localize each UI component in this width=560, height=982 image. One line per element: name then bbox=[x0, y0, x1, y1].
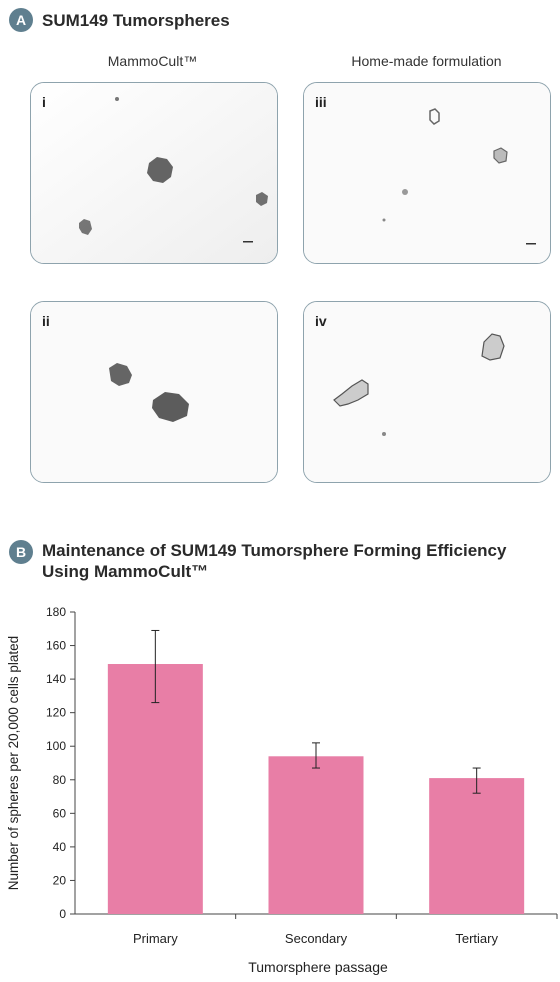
bar-chart: 0 20 40 60 80 100 120 140 160 180 Primary Secondary… bbox=[6, 605, 558, 975]
panel-label-iv: iv bbox=[315, 313, 327, 329]
section-b-title-line2: Using MammoCult™ bbox=[42, 562, 209, 581]
y-tick-label: 120 bbox=[46, 706, 66, 720]
y-tick-label: 0 bbox=[59, 907, 66, 921]
y-tick-label: 160 bbox=[46, 639, 66, 653]
micrograph-panel-iv: iv bbox=[303, 301, 551, 483]
y-tick-label: 80 bbox=[53, 773, 67, 787]
micrograph-panel-ii: ii bbox=[30, 301, 278, 483]
column-heading-mammocult: MammoCult™ bbox=[107, 53, 198, 69]
y-tick-label: 60 bbox=[53, 806, 67, 820]
section-b-badge: B bbox=[9, 540, 33, 564]
section-b-title-line1: Maintenance of SUM149 Tumorsphere Formin… bbox=[42, 541, 507, 560]
section-a-header: A SUM149 Tumorspheres bbox=[9, 8, 230, 32]
column-heading-home-made: Home-made formulation bbox=[351, 53, 502, 69]
y-tick-label: 180 bbox=[46, 605, 66, 619]
micrograph-panel-iii: iii bbox=[303, 82, 551, 264]
y-tick-label: 100 bbox=[46, 739, 66, 753]
bar-tertiary bbox=[429, 778, 525, 914]
micrograph-image-ii bbox=[31, 302, 277, 482]
y-axis-label: Number of spheres per 20,000 cells plate… bbox=[6, 636, 21, 890]
bar-primary bbox=[107, 664, 203, 914]
y-tick-label: 140 bbox=[46, 672, 66, 686]
micrograph-image-i bbox=[31, 83, 277, 263]
y-tick-label: 40 bbox=[53, 840, 67, 854]
section-a-title: SUM149 Tumorspheres bbox=[42, 11, 230, 30]
panel-label-iii: iii bbox=[315, 94, 327, 110]
x-tick-label-primary: Primary bbox=[133, 931, 178, 946]
panel-label-i: i bbox=[42, 94, 46, 110]
bar-secondary bbox=[268, 756, 364, 914]
section-b-title: Maintenance of SUM149 Tumorsphere Formin… bbox=[42, 540, 506, 582]
x-tick-label-secondary: Secondary bbox=[285, 931, 348, 946]
panel-label-ii: ii bbox=[42, 313, 50, 329]
x-tick-label-tertiary: Tertiary bbox=[455, 931, 498, 946]
micrograph-panel-i: i bbox=[30, 82, 278, 264]
section-b-header: B Maintenance of SUM149 Tumorsphere Form… bbox=[9, 540, 506, 582]
micrograph-image-iii bbox=[304, 83, 550, 263]
section-a-badge: A bbox=[9, 8, 33, 32]
x-axis-label: Tumorsphere passage bbox=[248, 959, 388, 975]
y-tick-label: 20 bbox=[53, 873, 67, 887]
micrograph-image-iv bbox=[304, 302, 550, 482]
